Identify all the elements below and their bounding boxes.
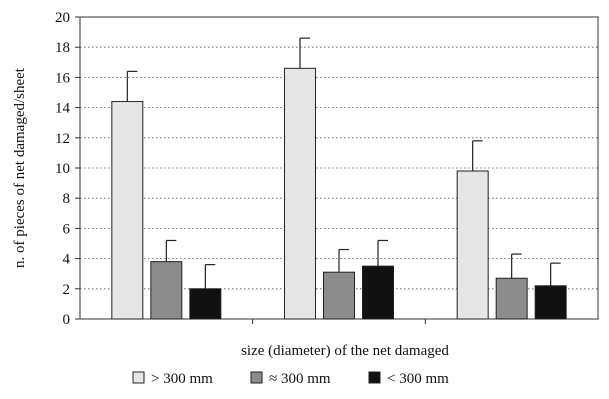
bar — [284, 67, 316, 320]
bar — [456, 170, 489, 320]
y-tick-label: 18 — [55, 40, 70, 56]
legend-swatch — [132, 371, 145, 384]
legend-label: < 300 mm — [387, 371, 449, 387]
y-tick-label: 10 — [55, 161, 70, 177]
y-tick-label: 4 — [63, 252, 71, 268]
legend-swatch — [368, 371, 381, 384]
y-tick-label: 12 — [55, 131, 70, 147]
bar-layer — [111, 37, 567, 320]
legend: > 300 mm ≈ 300 mm < 300 mm — [132, 371, 449, 387]
label-layer: n. of pieces of net damaged/sheet size (… — [12, 67, 449, 359]
bar — [150, 261, 183, 320]
y-tick-label: 8 — [63, 191, 71, 207]
y-axis-label: n. of pieces of net damaged/sheet — [12, 67, 28, 268]
legend-label: ≈ 300 mm — [269, 371, 331, 387]
x-axis-label: size (diameter) of the net damaged — [241, 343, 449, 359]
bar — [362, 265, 394, 320]
legend-swatch — [250, 371, 263, 384]
legend-label: > 300 mm — [151, 371, 213, 387]
y-tick-label: 20 — [55, 10, 70, 26]
bar — [534, 285, 567, 320]
y-tick-label: 14 — [55, 101, 71, 117]
bar — [189, 288, 222, 320]
y-tick-label: 2 — [63, 282, 71, 298]
bar — [111, 101, 144, 320]
bar — [495, 277, 528, 320]
y-tick-label: 6 — [63, 221, 71, 237]
y-tick-label: 0 — [63, 312, 71, 328]
y-tick-label: 16 — [55, 70, 71, 86]
bar — [323, 271, 355, 320]
